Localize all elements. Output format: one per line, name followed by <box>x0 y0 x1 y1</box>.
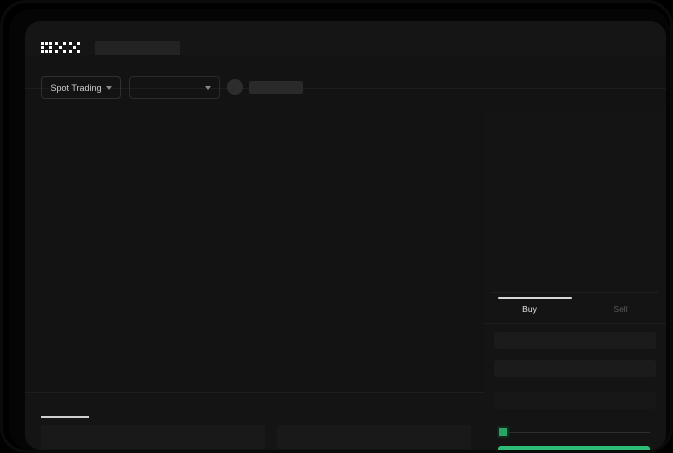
price-chart[interactable] <box>25 110 485 392</box>
logo-pixel <box>58 46 63 50</box>
buy-sell-tabs: Buy Sell <box>484 297 666 324</box>
logo-pixel <box>41 42 45 46</box>
orders-list-left[interactable] <box>41 425 265 449</box>
logo-pixel <box>49 42 53 46</box>
pair-selector[interactable] <box>129 76 220 99</box>
spot-trading-label: Spot Trading <box>50 82 102 93</box>
logo-pixel <box>62 50 67 54</box>
place-buy-order-button[interactable] <box>498 446 650 450</box>
logo-pixel <box>68 50 72 54</box>
logo-pixel <box>62 42 67 46</box>
search-input[interactable] <box>95 41 180 56</box>
logo-pixel <box>68 42 72 46</box>
orders-list-right[interactable] <box>277 425 471 449</box>
market-subbar: Spot Trading <box>25 55 666 99</box>
amount-slider-handle[interactable] <box>497 426 509 438</box>
logo-pixel <box>41 46 45 50</box>
logo-pixel <box>49 46 53 50</box>
logo-pixel <box>76 50 80 54</box>
logo-pixel <box>41 50 45 54</box>
logo-pixel <box>54 42 59 46</box>
order-amount-field[interactable] <box>494 360 656 377</box>
pair-name <box>249 81 303 94</box>
chevron-down-icon <box>205 85 211 90</box>
tab-buy[interactable]: Buy <box>522 304 537 314</box>
logo-pixel <box>45 42 49 46</box>
orders-panel <box>25 392 484 450</box>
amount-slider-track[interactable] <box>500 432 650 433</box>
order-total-field[interactable] <box>494 392 656 409</box>
logo-pixel <box>72 46 76 50</box>
app-screen: Spot Trading Buy Sell <box>25 21 666 450</box>
active-tab-indicator <box>41 416 89 418</box>
device-bezel: Spot Trading Buy Sell <box>9 9 670 450</box>
order-price-field[interactable] <box>494 332 656 349</box>
logo-pixel <box>45 50 49 54</box>
chart-toolbar <box>25 88 666 111</box>
pair-avatar <box>227 79 243 95</box>
active-tab-indicator <box>498 297 572 299</box>
spot-trading-selector[interactable]: Spot Trading <box>41 76 121 99</box>
order-panel: Buy Sell <box>484 110 666 450</box>
logo-pixel <box>54 50 59 54</box>
logo-pixel <box>76 42 80 46</box>
app-header <box>25 21 666 56</box>
okx-logo-icon[interactable] <box>41 42 85 56</box>
divider <box>492 292 658 293</box>
tab-sell[interactable]: Sell <box>613 304 628 314</box>
volume-series <box>25 110 484 392</box>
chevron-down-icon <box>105 85 112 90</box>
logo-pixel <box>49 50 53 54</box>
